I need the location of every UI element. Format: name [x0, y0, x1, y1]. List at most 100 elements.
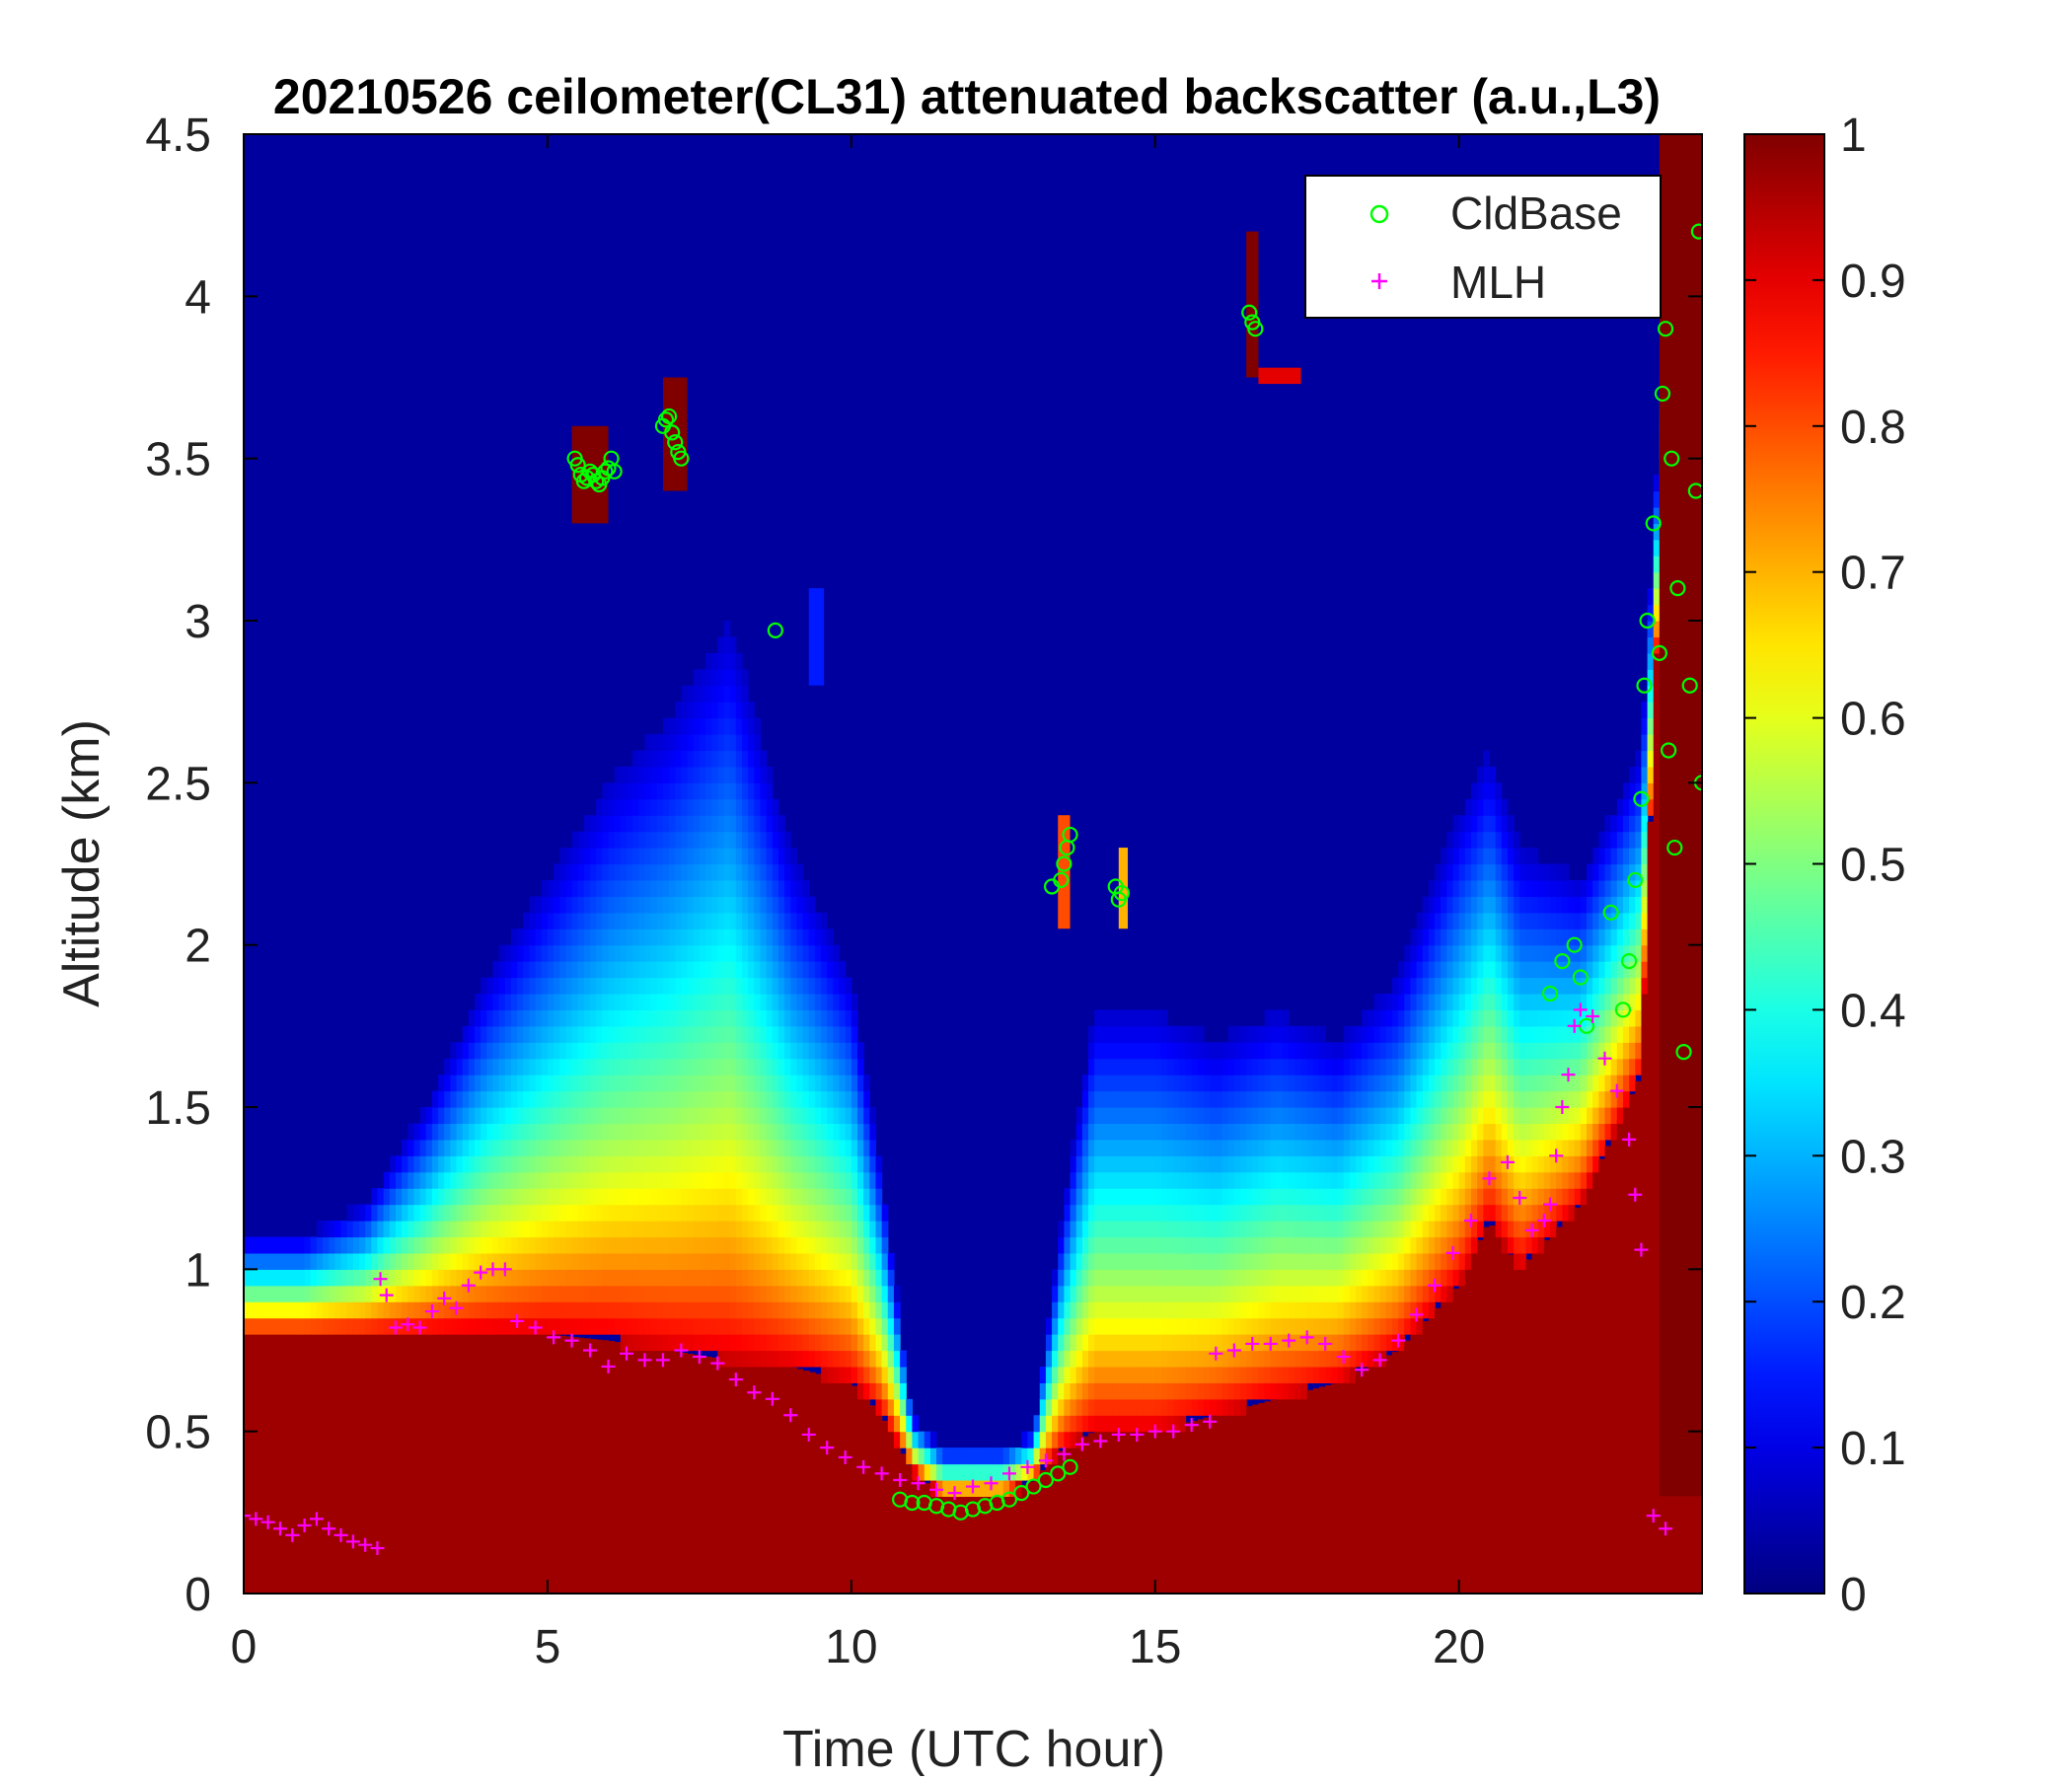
- heatmap-cell: [529, 1025, 537, 1043]
- heatmap-cell: [431, 1123, 439, 1141]
- heatmap-cell: [1470, 1090, 1478, 1108]
- heatmap-cell: [912, 1415, 920, 1433]
- heatmap-cell: [620, 1155, 628, 1173]
- heatmap-cell: [1088, 1171, 1095, 1189]
- heatmap-cell: [632, 928, 639, 946]
- heatmap-cell: [1568, 1090, 1576, 1108]
- heatmap-cell: [481, 1236, 487, 1254]
- heatmap-cell: [1368, 1252, 1375, 1270]
- heatmap-cell: [1094, 1382, 1101, 1400]
- heatmap-cell: [1446, 1042, 1454, 1060]
- heatmap-cell: [1495, 863, 1503, 881]
- heatmap-cell: [413, 1317, 421, 1335]
- heatmap-cell: [1495, 912, 1503, 929]
- heatmap-cell: [1070, 1398, 1077, 1416]
- heatmap-cell: [1556, 1226, 1563, 1594]
- heatmap-cell: [596, 848, 603, 865]
- heatmap-cell: [1404, 1107, 1411, 1125]
- heatmap-cell: [1264, 1009, 1272, 1027]
- heatmap-cell: [596, 863, 603, 881]
- heatmap-cell: [614, 782, 622, 800]
- heatmap-cell: [790, 1252, 798, 1270]
- heatmap-cell: [705, 863, 712, 881]
- heatmap-cell: [468, 1269, 476, 1287]
- heatmap-cell: [1131, 1252, 1138, 1270]
- heatmap-cell: [431, 1171, 439, 1189]
- heatmap-cell: [1404, 1301, 1411, 1319]
- heatmap-cell: [450, 1058, 458, 1076]
- heatmap-cell: [863, 1155, 870, 1173]
- heatmap-cell: [1331, 1383, 1339, 1594]
- heatmap-cell: [1160, 1415, 1168, 1433]
- heatmap-cell: [1070, 1415, 1077, 1433]
- heatmap-cell: [1495, 1058, 1503, 1076]
- heatmap-cell: [583, 1171, 591, 1189]
- heatmap-cell: [1112, 1042, 1120, 1060]
- heatmap-cell: [1501, 1221, 1509, 1238]
- heatmap-cell: [1531, 912, 1539, 929]
- heatmap-cell: [1106, 1350, 1114, 1368]
- heatmap-cell: [608, 1042, 616, 1060]
- heatmap-cell: [675, 1058, 682, 1076]
- heatmap-cell: [1075, 1123, 1083, 1141]
- heatmap-cell: [620, 1317, 628, 1335]
- heatmap-cell: [802, 1155, 810, 1173]
- heatmap-cell: [1337, 1075, 1345, 1092]
- heatmap-cell: [1452, 831, 1460, 849]
- heatmap-cell: [632, 1123, 639, 1141]
- heatmap-cell: [1233, 1221, 1241, 1238]
- heatmap-cell: [802, 1350, 810, 1368]
- heatmap-cell: [1306, 1285, 1314, 1302]
- heatmap-cell: [1137, 1123, 1145, 1141]
- heatmap-cell: [626, 928, 633, 946]
- heatmap-cell: [1154, 1236, 1162, 1254]
- heatmap-cell: [475, 1171, 481, 1189]
- heatmap-cell: [1543, 863, 1551, 881]
- heatmap-cell: [1185, 1204, 1193, 1222]
- heatmap-cell: [273, 1317, 281, 1335]
- heatmap-cell: [693, 1252, 701, 1270]
- heatmap-cell: [535, 1025, 543, 1043]
- heatmap-cell: [1124, 1058, 1132, 1076]
- heatmap-cell: [1489, 798, 1497, 816]
- heatmap-cell: [991, 1496, 999, 1594]
- heatmap-cell: [760, 1285, 768, 1302]
- heatmap-cell: [1325, 1107, 1332, 1125]
- heatmap-cell: [772, 977, 779, 995]
- heatmap-cell: [413, 1334, 421, 1594]
- heatmap-cell: [1276, 1123, 1284, 1141]
- heatmap-cell: [856, 1252, 864, 1270]
- heatmap-cell: [760, 815, 768, 833]
- heatmap-cell: [1100, 1285, 1108, 1302]
- heatmap-cell: [1416, 912, 1424, 929]
- heatmap-cell: [717, 636, 725, 654]
- heatmap-cell: [614, 912, 622, 929]
- heatmap-cell: [1081, 1155, 1089, 1173]
- heatmap-cell: [1204, 1090, 1211, 1108]
- heatmap-cell: [1398, 1090, 1405, 1108]
- heatmap-cell: [547, 1221, 555, 1238]
- heatmap-cell: [1373, 1236, 1381, 1254]
- heatmap-cell: [741, 1334, 749, 1352]
- heatmap-cell: [402, 1188, 408, 1206]
- heatmap-cell: [1131, 1123, 1138, 1141]
- heatmap-cell: [292, 1285, 300, 1302]
- heatmap-cell: [833, 993, 841, 1010]
- heatmap-cell: [419, 1252, 427, 1270]
- heatmap-cell: [590, 1058, 597, 1076]
- heatmap-cell: [1368, 1025, 1375, 1043]
- heatmap-cell: [620, 879, 628, 897]
- heatmap-cell: [523, 944, 531, 962]
- heatmap-cell: [1106, 1009, 1114, 1027]
- heatmap-cell: [687, 815, 695, 833]
- heatmap-cell: [729, 782, 737, 800]
- heatmap-cell: [717, 1155, 725, 1173]
- heatmap-cell: [1100, 1123, 1108, 1141]
- heatmap-cell: [1452, 1155, 1460, 1173]
- heatmap-cell: [1210, 1171, 1217, 1189]
- heatmap-cell: [1489, 928, 1497, 946]
- heatmap-cell: [729, 1334, 737, 1352]
- heatmap-cell: [541, 912, 549, 929]
- heatmap-cell: [632, 766, 639, 783]
- heatmap-cell: [754, 782, 762, 800]
